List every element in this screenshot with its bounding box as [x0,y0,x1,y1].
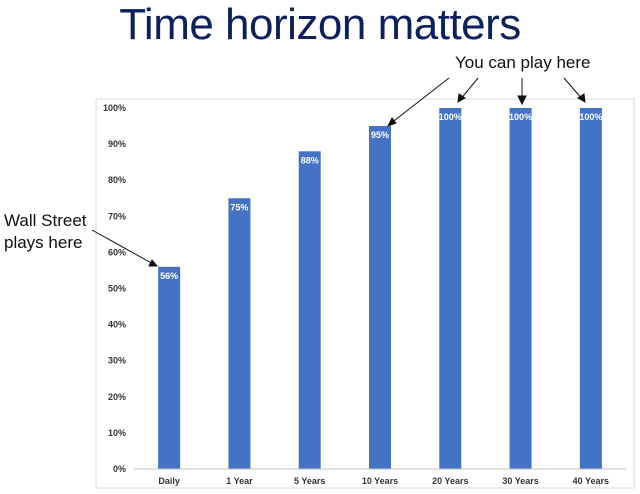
x-axis-ticks: Daily 1 Year 5 Years 10 Years 20 Years 30 Yea… [158,476,609,486]
x-tick-label: Daily [158,476,180,486]
bar [439,108,462,469]
y-tick-label: 70% [108,211,126,221]
arrowhead-10-years-icon [386,117,397,127]
arrowhead-40-years-icon [577,93,586,103]
bar-data-label: 56% [160,271,178,281]
bar [369,126,391,470]
x-tick-label: 30 Years [502,476,538,486]
x-tick-label: 10 Years [362,476,398,486]
y-tick-label: 90% [108,139,126,149]
annotation-wall-street-plays-here: Wall Street plays here [4,211,87,252]
bar [158,266,181,469]
bar-data-label: 75% [230,202,248,212]
bar-data-label: 100% [439,112,462,122]
arrowhead-daily-icon [148,259,159,267]
annotation-you-can-play-here: You can play here [455,53,591,72]
x-tick-label: 20 Years [432,476,468,486]
arrowhead-20-years-icon [457,93,466,103]
bar [298,151,321,469]
arrowhead-30-years-icon [517,95,527,106]
bar-data-label: 100% [509,112,532,122]
x-tick-label: 5 Years [294,476,325,486]
y-tick-label: 20% [108,392,126,402]
slide-title: Time horizon matters [119,0,521,49]
y-tick-label: 80% [108,175,126,185]
bar [228,198,251,469]
bar [509,108,532,469]
chart-frame [95,98,635,489]
bar-data-label: 95% [371,130,389,140]
y-tick-label: 100% [103,103,126,113]
y-tick-label: 30% [108,356,126,366]
y-tick-label: 40% [108,320,126,330]
y-tick-label: 60% [108,247,126,257]
bar [579,108,602,469]
x-tick-label: 40 Years [573,476,609,486]
bars: 56% 75% 88% 95% 100% 100% 100% [158,108,602,470]
y-tick-label: 50% [108,284,126,294]
y-axis-ticks: 0% 10% 20% 30% 40% 50% 60% 70% 80% 90% 100% [103,103,126,474]
bar-data-label: 100% [579,112,602,122]
annotation-arrows [91,77,586,267]
y-tick-label: 10% [108,428,126,438]
y-tick-label: 0% [113,464,126,474]
x-tick-label: 1 Year [226,476,253,486]
arrow-to-10-years [389,77,450,125]
bar-data-label: 88% [301,155,319,165]
arrow-to-daily [91,229,156,266]
